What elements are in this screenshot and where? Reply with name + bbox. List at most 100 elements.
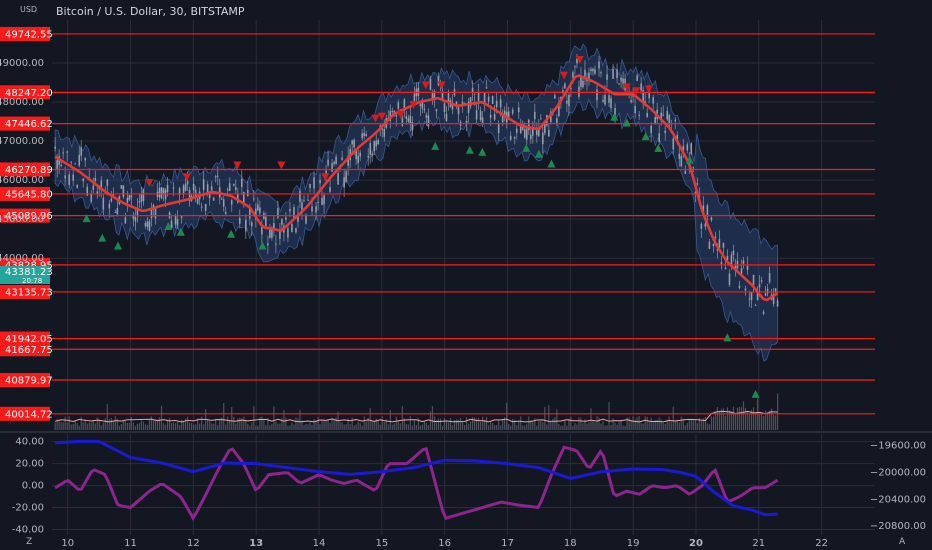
volume-bar — [660, 419, 662, 430]
volume-bar — [142, 421, 145, 430]
candle-body — [62, 152, 64, 154]
gear-icon[interactable]: Z — [26, 537, 32, 547]
volume-bar — [158, 417, 161, 430]
candle-body — [636, 75, 638, 81]
candle-body — [584, 69, 586, 77]
volume-bar — [425, 422, 428, 430]
x-tick-label: 13 — [249, 538, 263, 549]
volume-bar — [277, 423, 279, 430]
candle-body — [503, 110, 506, 117]
axes: 10 11 12 13 14 15 16 17 18 19 20 21 22 44000.00 45000.… — [0, 58, 932, 549]
volume-bar — [708, 424, 710, 430]
volume-bar — [566, 425, 568, 430]
volume-bar — [112, 421, 114, 430]
volume-bar — [461, 421, 464, 430]
candle-body — [732, 250, 735, 255]
volume-bar — [180, 419, 183, 430]
candle-body — [702, 205, 705, 215]
candle-body — [523, 129, 526, 138]
candle-body — [598, 61, 600, 69]
candle-body — [746, 265, 749, 270]
candle-body — [477, 92, 480, 101]
volume-bar — [524, 425, 526, 430]
volume-bar — [307, 424, 309, 430]
candle-body — [507, 111, 510, 119]
volume-bar — [136, 423, 139, 430]
buy-arrow — [82, 214, 91, 223]
volume-bar — [642, 424, 644, 430]
volume-bar — [385, 419, 387, 430]
candle-body — [130, 195, 133, 198]
volume-bar — [409, 416, 411, 430]
candle-body — [724, 267, 727, 269]
candle-body — [690, 143, 693, 154]
volume-bar — [712, 416, 715, 430]
volume-bar — [353, 425, 355, 430]
candle-body — [150, 208, 153, 219]
buy-arrow — [610, 112, 619, 121]
volume-bar — [441, 425, 444, 430]
candle-body — [381, 128, 384, 130]
volume-bar — [213, 423, 215, 430]
price-tick-label: 46000.00 — [0, 175, 44, 186]
volume-bar — [299, 409, 301, 430]
buy-arrow — [622, 118, 631, 127]
volume-bar — [720, 408, 723, 430]
volume-bar — [512, 418, 514, 430]
candle-body — [154, 208, 157, 219]
volume-bar — [88, 422, 90, 430]
axis-settings-button[interactable]: Z — [26, 537, 32, 547]
volume-bar — [335, 417, 337, 430]
volume-bar — [688, 418, 690, 430]
buy-arrow — [478, 147, 487, 156]
candle-body — [718, 239, 721, 249]
candle-body — [124, 217, 127, 224]
volume-bar — [730, 411, 733, 430]
volume-bar — [455, 419, 458, 430]
candle-body — [132, 214, 135, 219]
auto-scale-icon[interactable]: A — [899, 537, 906, 547]
candle-body — [172, 187, 175, 189]
candle-body — [232, 184, 235, 186]
sell-arrow — [233, 161, 242, 170]
candle-body — [481, 117, 484, 124]
volume-bar — [146, 424, 149, 430]
volume-bar — [750, 409, 753, 430]
volume-bar — [215, 418, 217, 430]
candle-body — [244, 219, 247, 232]
volume-bar — [114, 416, 116, 430]
volume-bar — [570, 416, 572, 430]
volume-bar — [397, 421, 399, 430]
candle-body — [110, 198, 113, 202]
osc-left-tick: 20.00 — [15, 459, 44, 470]
volume-bar — [522, 425, 524, 430]
candle-body — [457, 107, 460, 115]
candle-body — [321, 198, 323, 206]
candle-body — [772, 293, 775, 304]
volume-bar — [588, 422, 590, 430]
candle-body — [164, 189, 167, 200]
candle-body — [596, 89, 598, 101]
candle-body — [279, 230, 281, 239]
buy-arrow — [641, 132, 650, 141]
volume-bar — [116, 418, 118, 430]
volume-bar — [383, 422, 385, 430]
candle-body — [257, 204, 259, 211]
candle-body — [686, 144, 689, 151]
volume-bar — [297, 418, 299, 430]
sell-arrow — [371, 114, 380, 123]
volume-bar — [375, 418, 377, 430]
candle-body — [716, 249, 719, 251]
candle-body — [100, 180, 103, 190]
volume-bar — [182, 421, 185, 430]
candle-body — [682, 145, 685, 151]
candle-body — [148, 220, 151, 231]
volume-bar — [207, 419, 209, 430]
volume-bar — [668, 416, 670, 430]
volume-bar — [287, 425, 289, 430]
price-tick-label: 49000.00 — [0, 58, 44, 69]
candle-body — [562, 90, 564, 93]
volume-bar — [754, 412, 757, 430]
volume-bar — [74, 421, 76, 430]
